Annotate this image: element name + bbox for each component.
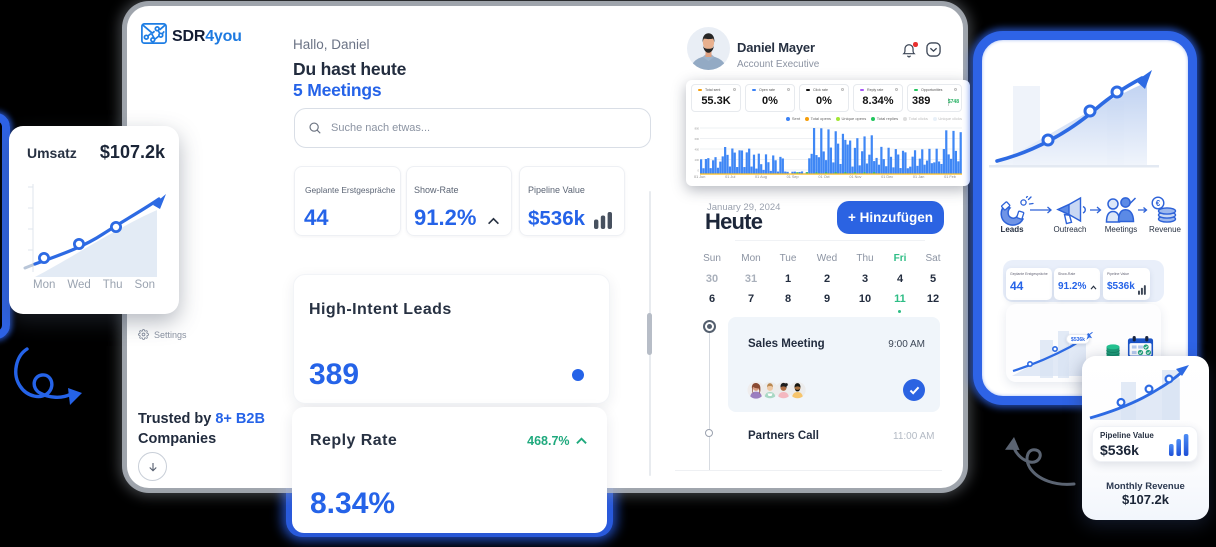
svg-text:400: 400 <box>695 148 700 152</box>
svg-text:0: 0 <box>698 169 700 173</box>
svg-text:200: 200 <box>695 158 700 162</box>
svg-text:600: 600 <box>695 137 700 141</box>
svg-text:€: € <box>1156 199 1161 208</box>
svg-text:800: 800 <box>695 127 700 131</box>
